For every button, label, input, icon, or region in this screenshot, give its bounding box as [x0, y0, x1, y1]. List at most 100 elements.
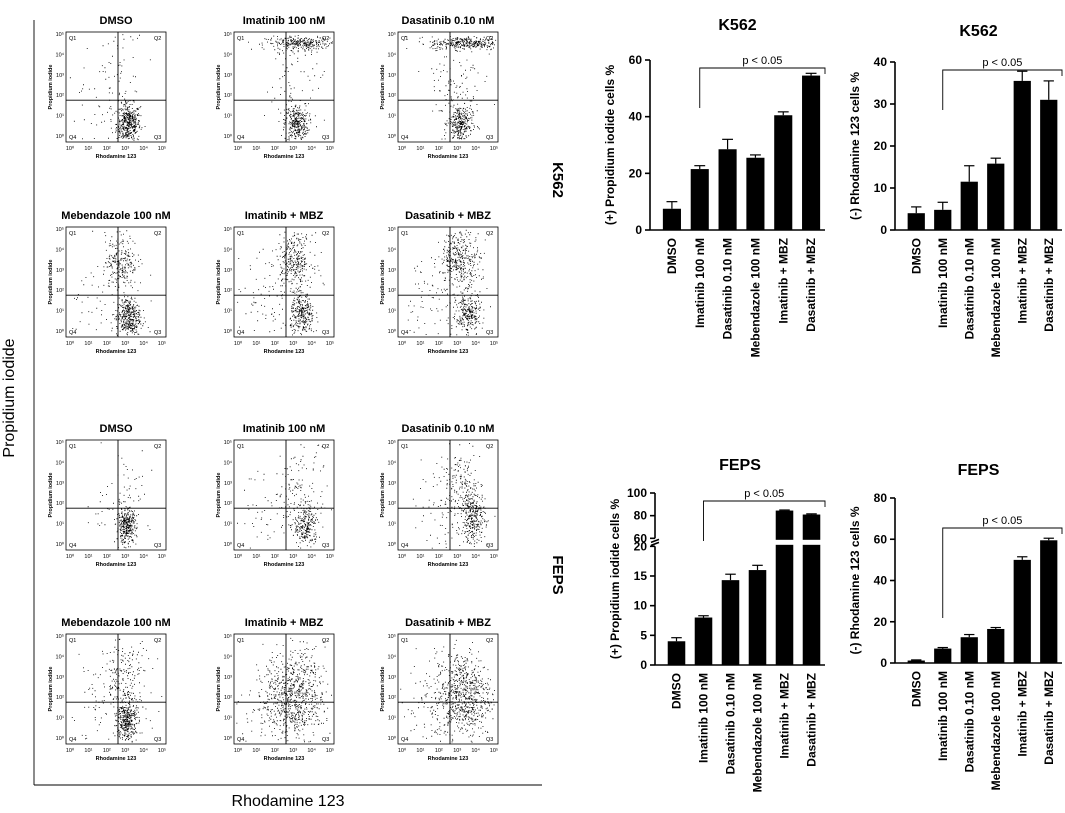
flow-panel-title: Mebendazole 100 nM	[61, 617, 170, 629]
quadrant-label-q1: Q1	[237, 444, 244, 450]
flow-x-tick: 10¹	[84, 341, 92, 347]
y-tick-label: 20	[634, 539, 648, 553]
y-tick-label: 60	[629, 53, 643, 67]
event-dots	[71, 638, 163, 743]
flow-x-tick: 10³	[121, 748, 129, 754]
flow-x-tick: 10⁵	[490, 340, 498, 347]
bar	[934, 648, 952, 663]
flow-x-tick: 10⁰	[234, 340, 243, 347]
category-label: Imatinib + MBZ	[778, 673, 792, 759]
quadrant-label-q3: Q3	[154, 737, 161, 743]
bar-chart: K562 (+) Propidium iodide cells % 0 20 40 60 D…	[603, 17, 826, 357]
flow-x-tick: 10⁴	[471, 553, 480, 560]
flow-y-tick: 10⁴	[56, 246, 65, 253]
flow-y-tick: 10²	[388, 93, 396, 99]
flow-y-label: Propidium iodide	[216, 473, 222, 518]
flow-y-tick: 10¹	[56, 114, 64, 120]
event-dots	[407, 229, 491, 336]
category-label: Mebendazole 100 nM	[989, 238, 1003, 357]
flow-y-tick: 10³	[224, 73, 232, 79]
event-dots	[237, 231, 325, 336]
flow-x-tick: 10³	[289, 146, 297, 152]
event-dots	[400, 639, 495, 743]
flow-y-tick: 10⁰	[56, 133, 65, 140]
flow-panel-title: Imatinib 100 nM	[243, 423, 326, 435]
flow-x-label: Rhodamine 123	[96, 349, 137, 355]
flow-x-label: Rhodamine 123	[264, 154, 305, 160]
flow-y-tick: 10⁵	[56, 31, 64, 38]
flow-y-tick: 10⁰	[224, 133, 233, 140]
flow-y-tick: 10¹	[56, 309, 64, 315]
y-tick-label: 0	[880, 223, 887, 237]
quadrant-label-q3: Q3	[322, 135, 329, 141]
category-label: Dasatinib 0.10 nM	[962, 238, 976, 339]
bar	[907, 660, 925, 663]
flow-x-tick: 10¹	[84, 748, 92, 754]
flow-y-tick: 10⁰	[388, 541, 397, 548]
flow-x-tick: 10³	[289, 341, 297, 347]
flow-y-tick: 10²	[56, 93, 64, 99]
bar	[802, 514, 821, 665]
flow-y-tick: 10³	[56, 481, 64, 487]
flow-x-tick: 10⁴	[307, 340, 316, 347]
flow-y-tick: 10⁵	[56, 439, 64, 446]
flow-x-tick: 10²	[271, 554, 279, 560]
flow-y-tick: 10⁰	[56, 735, 65, 742]
axis-break-mark	[650, 541, 660, 547]
y-tick-label: 60	[874, 532, 888, 546]
flow-y-tick: 10¹	[56, 716, 64, 722]
quadrant-label-q4: Q4	[69, 737, 76, 743]
significance-bracket	[942, 69, 1063, 110]
flow-y-label: Propidium iodide	[48, 65, 54, 110]
category-label: DMSO	[909, 238, 923, 274]
flow-x-tick: 10¹	[416, 341, 424, 347]
quadrant-label-q4: Q4	[69, 543, 76, 549]
category-label: Imatinib + MBZ	[776, 238, 790, 324]
quadrant-label-q4: Q4	[69, 330, 76, 336]
bar	[1013, 80, 1031, 231]
flow-y-tick: 10¹	[224, 716, 232, 722]
flow-x-tick: 10⁴	[139, 553, 148, 560]
flow-x-tick: 10³	[121, 146, 129, 152]
flow-x-tick: 10²	[435, 748, 443, 754]
flow-x-tick: 10⁵	[326, 340, 334, 347]
quadrant-label-q1: Q1	[401, 36, 408, 42]
chart-title: K562	[959, 23, 997, 40]
flow-x-tick: 10⁴	[139, 747, 148, 754]
flow-x-tick: 10¹	[252, 146, 260, 152]
flow-y-label: Propidium iodide	[48, 260, 54, 305]
flow-y-tick: 10¹	[388, 716, 396, 722]
flow-plot-frame	[65, 633, 167, 745]
quadrant-label-q3: Q3	[322, 737, 329, 743]
flow-x-tick: 10⁴	[307, 553, 316, 560]
flow-y-tick: 10⁴	[56, 653, 65, 660]
category-label: Mebendazole 100 nM	[989, 671, 1003, 790]
y-tick-label: 100	[627, 486, 647, 500]
quadrant-label-q2: Q2	[154, 638, 161, 644]
significance-label: p < 0.05	[982, 57, 1022, 69]
flow-panel: Imatinib 100 nMQ1Q2Q3Q410⁰10⁰10¹10¹10²10…	[216, 15, 335, 160]
flow-x-tick: 10²	[103, 748, 111, 754]
bar-break-gap	[774, 539, 795, 545]
chart-y-label: (+) Propidium iodide cells %	[608, 498, 622, 659]
significance-label: p < 0.05	[744, 488, 784, 500]
category-label: Dasatinib + MBZ	[805, 673, 819, 767]
flow-x-tick: 10⁵	[490, 145, 498, 152]
flow-x-tick: 10⁵	[158, 747, 166, 754]
row-label-k562: K562	[549, 162, 566, 198]
quadrant-label-q3: Q3	[486, 737, 493, 743]
bar	[1040, 99, 1058, 230]
quadrant-label-q3: Q3	[154, 543, 161, 549]
significance-label: p < 0.05	[742, 55, 782, 67]
quadrant-label-q4: Q4	[237, 543, 244, 549]
flow-y-tick: 10³	[388, 481, 396, 487]
flow-x-label: Rhodamine 123	[96, 562, 137, 568]
y-tick-label: 80	[874, 491, 888, 505]
quadrant-label-q1: Q1	[69, 231, 76, 237]
flow-y-tick: 10⁵	[56, 633, 64, 640]
bar-chart: K562 (-) Rhodamine 123 cells % 0 10 20 30 40 DM…	[848, 23, 1063, 357]
flow-x-label: Rhodamine 123	[264, 562, 305, 568]
flow-x-tick: 10⁰	[234, 553, 243, 560]
bar	[667, 641, 686, 665]
